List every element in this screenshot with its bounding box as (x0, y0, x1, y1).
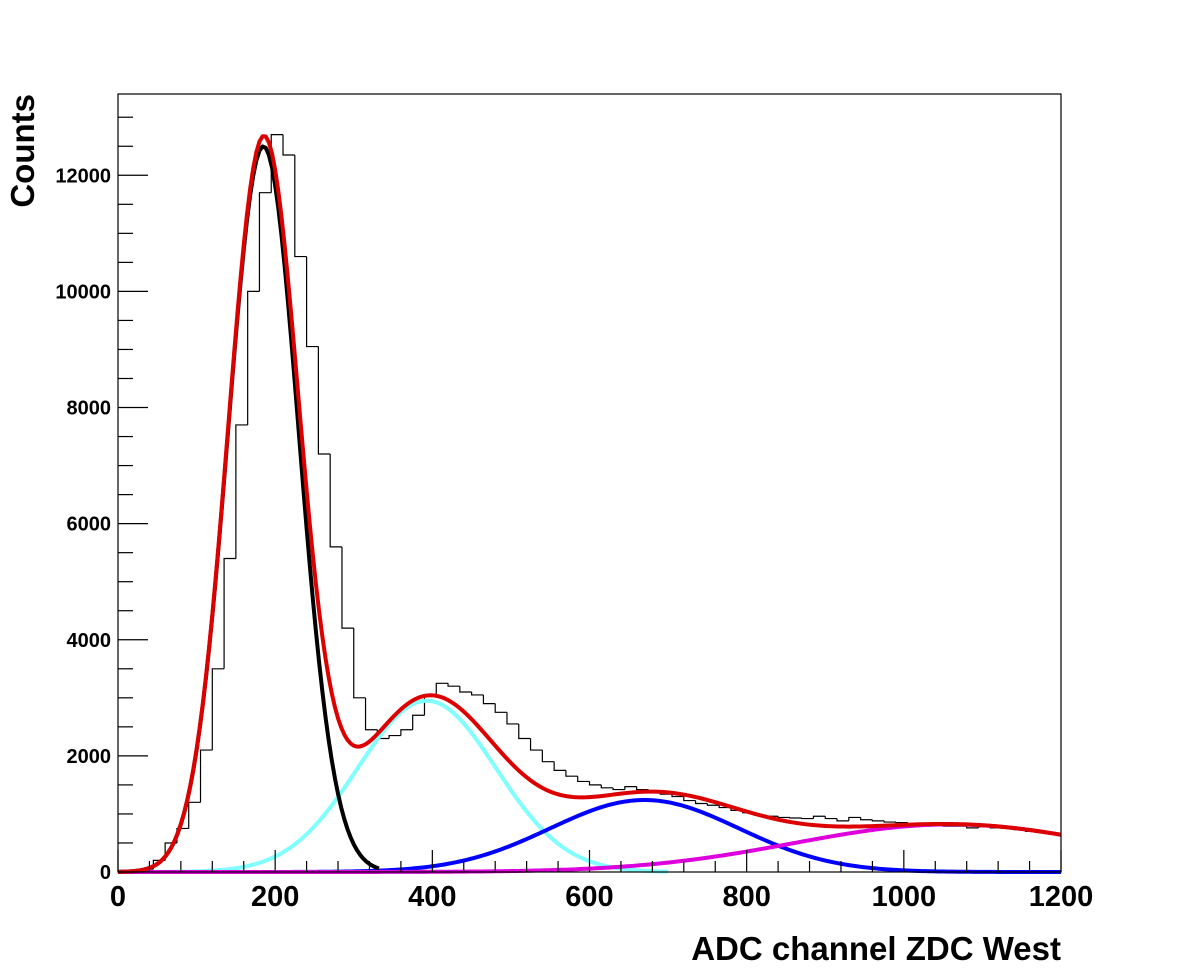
histogram-bin (471, 692, 484, 696)
histogram-bin (577, 776, 590, 783)
histogram-bin (612, 787, 625, 791)
histogram-bin (435, 682, 449, 695)
histogram-bin (553, 761, 566, 771)
histogram-bin (258, 192, 272, 292)
histogram-bin (506, 712, 519, 725)
histogram-bin (895, 822, 908, 824)
y-tick-label: 0 (100, 862, 111, 884)
histogram-bin (482, 694, 496, 705)
histogram-bin (836, 818, 849, 822)
y-tick-label: 12000 (55, 165, 111, 187)
histogram-bin (235, 424, 248, 559)
x-tick-label: 1200 (1029, 881, 1094, 913)
histogram-bin (860, 817, 873, 821)
x-tick-label: 200 (251, 881, 299, 913)
histogram-bin (317, 346, 331, 455)
histogram-bin (341, 546, 354, 629)
histogram-bin (447, 683, 460, 687)
histogram-bin (211, 668, 225, 751)
histogram-bin (624, 786, 637, 790)
y-axis-title: Counts (4, 94, 41, 208)
histogram-bin (966, 826, 979, 829)
histogram-bin (824, 816, 838, 820)
histogram-bin (459, 686, 472, 693)
histogram-bin (518, 723, 531, 740)
histogram-bin (223, 557, 236, 669)
histogram-bin (588, 781, 602, 786)
histogram-bin (706, 803, 720, 806)
histogram-bin (883, 820, 896, 823)
histogram-bin (565, 770, 578, 777)
histogram-bin (306, 256, 319, 348)
y-tick-label: 10000 (55, 281, 111, 303)
y-tick-label: 8000 (67, 398, 112, 420)
y-axis: 0 2000 4000 6000 8000 10000 12000 (55, 116, 148, 884)
histogram-layer (118, 134, 1061, 873)
histogram-bin (294, 154, 307, 258)
total-fit-curve (117, 134, 1062, 874)
histogram-bin (636, 786, 649, 791)
x-tick-label: 400 (408, 881, 456, 913)
y-tick-label: 4000 (67, 630, 112, 652)
x-tick-label: 0 (110, 881, 126, 913)
histogram-bin (541, 750, 555, 763)
histogram-bin (789, 817, 802, 819)
histogram-bin (801, 817, 814, 820)
histogram-bin (353, 628, 366, 699)
histogram-bin (247, 290, 260, 425)
histogram-bin (777, 816, 790, 819)
histogram-bin (388, 734, 401, 739)
histogram-bin (871, 819, 885, 822)
x-axis-title: ADC channel ZDC West (691, 930, 1061, 967)
histogram-bin (671, 794, 684, 798)
histogram-bin (600, 784, 614, 789)
x-tick-label: 1000 (872, 881, 937, 913)
x-tick-label: 600 (565, 881, 613, 913)
histogram-bin (282, 134, 295, 156)
y-tick-label: 2000 (67, 746, 112, 768)
histogram-bin (329, 453, 342, 548)
x-axis: 0 200 400 600 800 1000 1200 (110, 850, 1093, 913)
histogram-bin (494, 703, 507, 713)
x-tick-label: 800 (722, 881, 770, 913)
histogram-bin (848, 816, 861, 821)
histogram-bin (812, 815, 826, 819)
y-tick-label: 6000 (67, 514, 112, 536)
histogram-bin (364, 697, 378, 731)
histogram-bin (412, 714, 425, 730)
histogram-bin (529, 738, 543, 751)
histogram-bin (199, 749, 213, 803)
histogram-bin (400, 729, 413, 736)
histogram-bin (683, 796, 696, 802)
histogram-bin (694, 800, 708, 805)
